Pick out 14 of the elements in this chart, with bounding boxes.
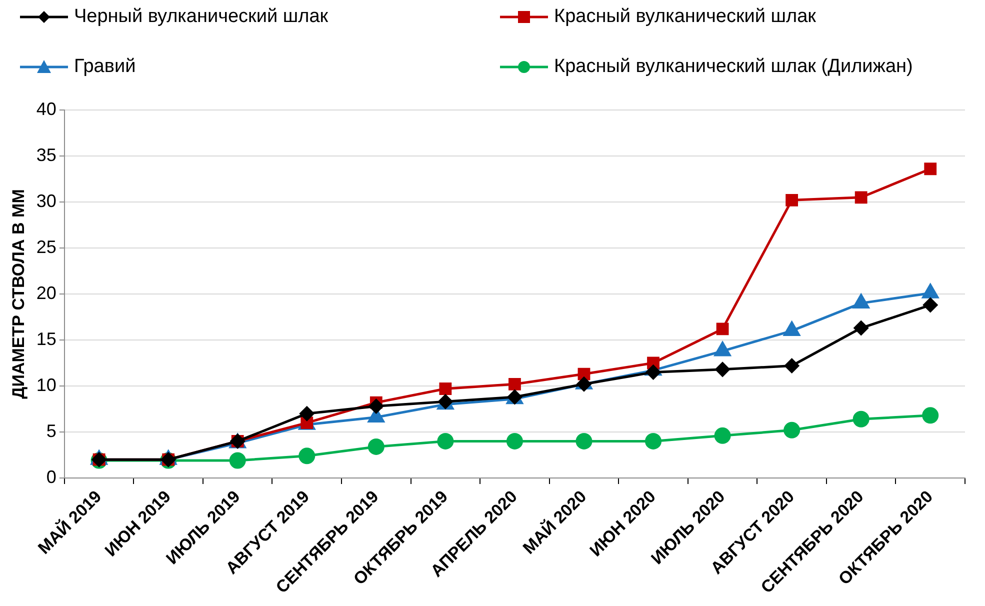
y-tick-label: 40 bbox=[36, 98, 56, 119]
y-tick-label: 15 bbox=[36, 328, 56, 349]
legend-label: Гравий bbox=[74, 56, 136, 78]
y-tick-label: 5 bbox=[46, 420, 56, 441]
y-tick-label: 30 bbox=[36, 190, 56, 211]
y-tick-label: 0 bbox=[46, 466, 56, 487]
y-tick-label: 35 bbox=[36, 144, 56, 165]
y-tick-label: 25 bbox=[36, 236, 56, 257]
y-tick-label: 10 bbox=[36, 374, 56, 395]
legend-label: Красный вулканический шлак bbox=[554, 6, 816, 28]
legend-label: Черный вулканический шлак bbox=[74, 6, 328, 28]
y-tick-label: 20 bbox=[36, 282, 56, 303]
legend-label: Красный вулканический шлак (Дилижан) bbox=[554, 56, 913, 78]
y-axis-title: ДИАМЕТР СТВОЛА В ММ bbox=[8, 189, 28, 399]
